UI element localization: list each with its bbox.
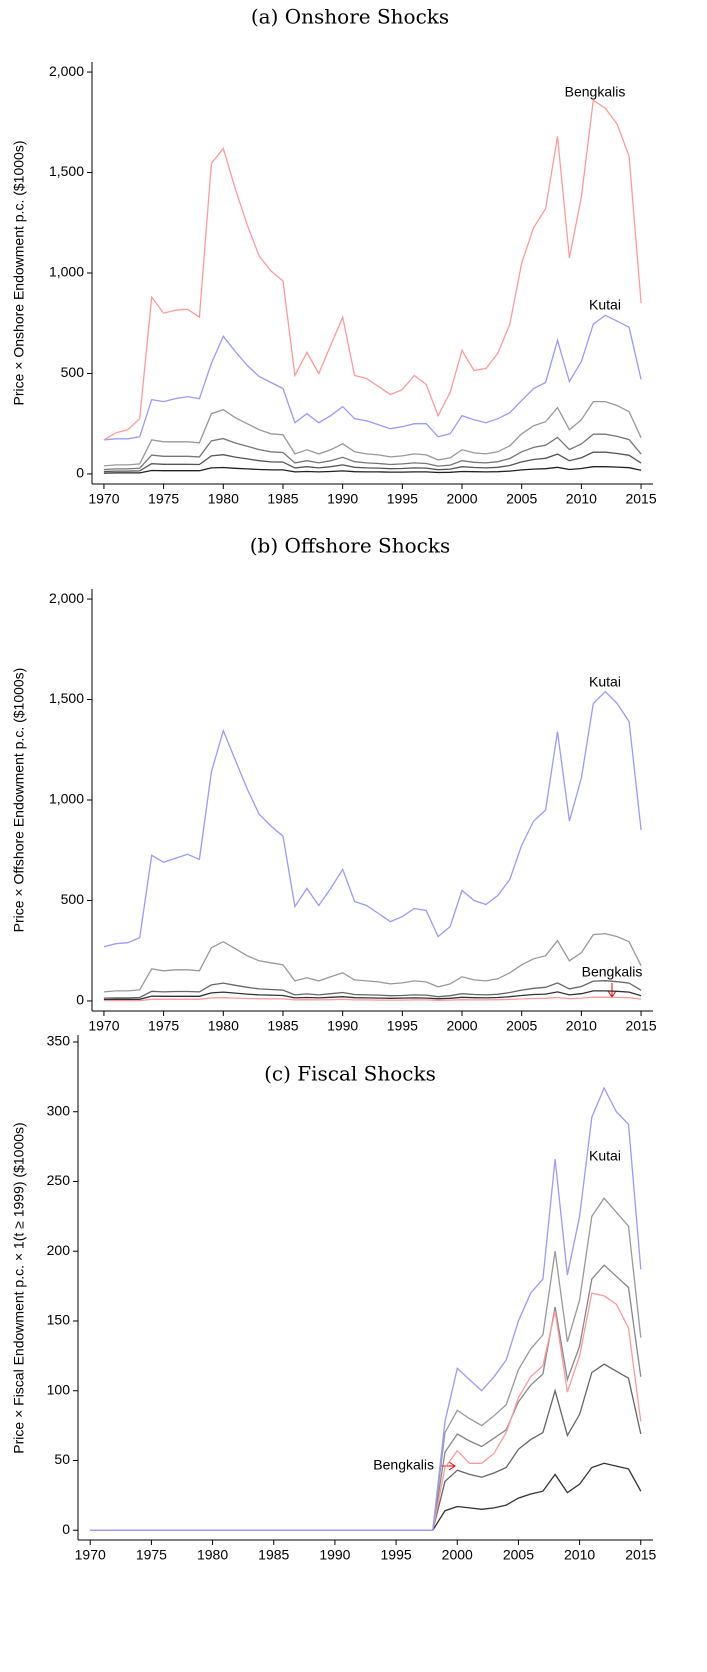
x-tick-label: 2000 xyxy=(446,491,477,507)
x-tick-label: 2015 xyxy=(625,491,656,507)
x-tick-label: 1990 xyxy=(319,1547,350,1563)
y-axis-label: Price × Offshore Endowment p.c. ($1000s) xyxy=(11,668,27,933)
series-line xyxy=(103,690,642,948)
series-line xyxy=(90,1086,642,1531)
series-label: Bengkalis xyxy=(582,964,643,980)
x-tick-label: 1980 xyxy=(208,491,239,507)
x-tick-label: 1995 xyxy=(387,491,418,507)
y-tick-label: 0 xyxy=(76,465,84,481)
x-tick-label: 2010 xyxy=(566,491,597,507)
x-tick-label: 1970 xyxy=(75,1547,106,1563)
series-label: Bengkalis xyxy=(565,84,626,100)
y-tick-label: 1,500 xyxy=(49,163,84,179)
x-tick-label: 1980 xyxy=(208,1018,239,1034)
y-tick-label: 1,000 xyxy=(49,791,84,807)
series-line xyxy=(90,1363,642,1531)
panel-title: (b) Offshore Shocks xyxy=(250,534,451,558)
series-label: Kutai xyxy=(589,1148,621,1164)
x-tick-label: 2000 xyxy=(442,1547,473,1563)
series-line xyxy=(103,433,642,471)
series-line xyxy=(103,990,642,1001)
x-tick-label: 2000 xyxy=(446,1018,477,1034)
x-tick-label: 2010 xyxy=(566,1018,597,1034)
series-line xyxy=(103,980,642,999)
x-tick-label: 1990 xyxy=(327,1018,358,1034)
y-axis-label: Price × Fiscal Endowment p.c. × 1(t ≥ 19… xyxy=(11,1122,27,1453)
x-tick-label: 2010 xyxy=(564,1547,595,1563)
x-tick-label: 1995 xyxy=(381,1547,412,1563)
arrow-head xyxy=(448,1461,456,1471)
y-tick-label: 250 xyxy=(47,1172,71,1188)
series-line xyxy=(103,400,642,467)
y-tick-label: 0 xyxy=(76,992,84,1008)
x-tick-label: 2005 xyxy=(506,1018,537,1034)
series-line xyxy=(90,1292,642,1531)
x-tick-label: 1980 xyxy=(197,1547,228,1563)
x-tick-label: 1985 xyxy=(267,1018,298,1034)
panel-title: (a) Onshore Shocks xyxy=(251,5,449,29)
series-line xyxy=(103,451,642,473)
y-tick-label: 500 xyxy=(61,364,85,380)
series-label: Kutai xyxy=(589,297,621,313)
series-label: Bengkalis xyxy=(373,1457,434,1473)
y-tick-label: 350 xyxy=(47,1033,71,1049)
series-line xyxy=(90,1462,642,1531)
x-tick-label: 1990 xyxy=(327,491,358,507)
y-axis-label: Price × Onshore Endowment p.c. ($1000s) xyxy=(11,141,27,406)
y-tick-label: 150 xyxy=(47,1312,71,1328)
series-line xyxy=(90,1197,642,1531)
series-line xyxy=(103,466,642,474)
y-tick-label: 1,000 xyxy=(49,264,84,280)
x-tick-label: 1975 xyxy=(136,1547,167,1563)
x-tick-label: 1985 xyxy=(267,491,298,507)
x-tick-label: 1975 xyxy=(148,491,179,507)
x-tick-label: 1970 xyxy=(88,491,119,507)
series-label: Kutai xyxy=(589,674,621,690)
panel-title: (c) Fiscal Shocks xyxy=(264,1062,436,1086)
x-tick-label: 2015 xyxy=(625,1547,656,1563)
x-tick-label: 2005 xyxy=(503,1547,534,1563)
y-tick-label: 300 xyxy=(47,1102,71,1118)
y-tick-label: 0 xyxy=(62,1521,70,1537)
x-tick-label: 1995 xyxy=(387,1018,418,1034)
y-tick-label: 100 xyxy=(47,1381,71,1397)
series-line xyxy=(103,932,642,993)
x-tick-label: 2005 xyxy=(506,491,537,507)
y-tick-label: 2,000 xyxy=(49,63,84,79)
series-line xyxy=(103,996,642,1002)
x-tick-label: 1970 xyxy=(88,1018,119,1034)
y-tick-label: 500 xyxy=(61,891,85,907)
series-line xyxy=(103,99,642,441)
y-tick-label: 1,500 xyxy=(49,690,84,706)
x-tick-label: 2015 xyxy=(625,1018,656,1034)
y-tick-label: 2,000 xyxy=(49,590,84,606)
y-tick-label: 200 xyxy=(47,1242,71,1258)
series-line xyxy=(103,314,642,441)
y-tick-label: 50 xyxy=(54,1451,70,1467)
x-tick-label: 1975 xyxy=(148,1018,179,1034)
series-line xyxy=(90,1264,642,1531)
x-tick-label: 1985 xyxy=(258,1547,289,1563)
